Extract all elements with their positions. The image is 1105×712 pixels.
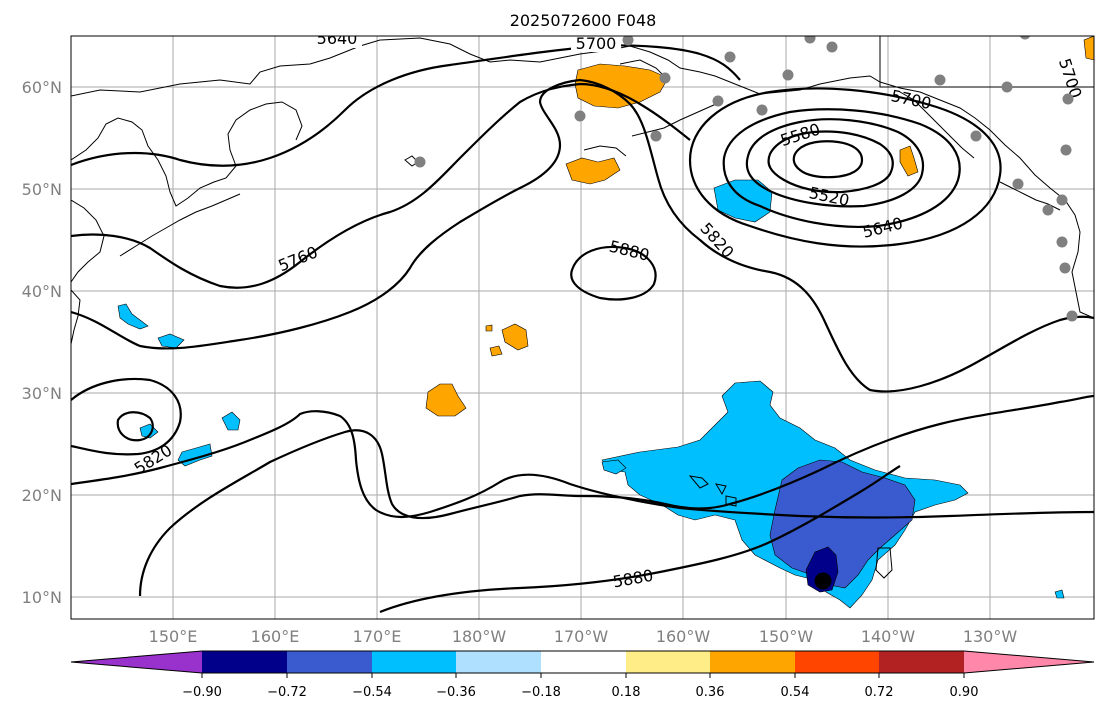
station-marker — [1012, 178, 1024, 190]
lon-label-170w: 170°W — [554, 627, 609, 646]
colorbar-segment-neg-054 — [287, 651, 372, 673]
station-marker — [1062, 93, 1074, 105]
colorbar-segment-neg-018 — [456, 651, 541, 673]
colorbar-segment-neg-036 — [372, 651, 456, 673]
contour-label-5700-top: 5700 — [576, 34, 617, 53]
colorbar-tick-label: −0.36 — [436, 685, 476, 700]
station-marker — [659, 72, 671, 84]
station-markers — [414, 36, 1078, 322]
colorbar: −0.90 −0.72 −0.54 −0.36 −0.18 0.18 0.36 … — [70, 650, 1095, 700]
colorbar-tick-label: 0.90 — [950, 685, 979, 700]
station-marker — [1042, 204, 1054, 216]
station-marker — [1059, 262, 1071, 274]
station-marker — [1001, 81, 1013, 93]
station-marker — [1056, 194, 1068, 206]
lat-label-50n: 50°N — [22, 180, 62, 199]
station-marker — [804, 36, 816, 44]
lat-label-60n: 60°N — [22, 78, 62, 97]
colorbar-tick-label: 0.36 — [696, 685, 725, 700]
station-marker — [574, 110, 586, 122]
colorbar-tick-label: −0.90 — [182, 685, 222, 700]
lon-label-160e: 160°E — [251, 627, 300, 646]
colorbar-segment-pos-036 — [710, 651, 795, 673]
lon-label-180w: 180°W — [452, 627, 507, 646]
station-marker — [782, 69, 794, 81]
colorbar-tick-label: −0.54 — [352, 685, 392, 700]
colorbar-segment-pos-054 — [795, 651, 879, 673]
station-marker — [650, 130, 662, 142]
longitude-labels: 150°E 160°E 170°E 180°W 170°W 160°W 150°… — [149, 627, 1018, 646]
contour-label-5640-top: 5640 — [317, 29, 358, 48]
station-marker — [712, 95, 724, 107]
map-area — [71, 36, 1094, 619]
map-title: 2025072600 F048 — [510, 11, 657, 30]
station-marker — [1019, 36, 1031, 40]
colorbar-segment-neutral — [541, 651, 626, 673]
lon-label-170e: 170°E — [353, 627, 402, 646]
height-contours — [71, 44, 1094, 614]
station-marker — [622, 36, 634, 46]
lon-label-130w: 130°W — [963, 627, 1018, 646]
station-marker — [1056, 236, 1068, 248]
station-marker — [756, 104, 768, 116]
station-marker — [414, 156, 426, 168]
lat-label-20n: 20°N — [22, 486, 62, 505]
colorbar-segment-neg-extend — [71, 651, 202, 673]
colorbar-segment-pos-extend — [964, 651, 1094, 673]
station-marker — [724, 51, 736, 63]
station-marker — [826, 41, 838, 53]
lat-label-10n: 10°N — [22, 588, 62, 607]
storm-center-marker — [814, 572, 832, 590]
station-marker — [1066, 310, 1078, 322]
lat-label-30n: 30°N — [22, 384, 62, 403]
colorbar-tick-label: −0.72 — [267, 685, 307, 700]
latitude-labels: 60°N 50°N 40°N 30°N 20°N 10°N — [22, 78, 62, 607]
colorbar-segment-pos-072 — [879, 651, 964, 673]
lon-label-140w: 140°W — [861, 627, 916, 646]
map-frame — [70, 35, 1095, 620]
lon-label-150e: 150°E — [149, 627, 198, 646]
colorbar-tick-label: 0.18 — [612, 685, 641, 700]
station-marker — [934, 74, 946, 86]
colorbar-tick-label: 0.72 — [865, 685, 894, 700]
colorbar-segment-pos-018 — [626, 651, 710, 673]
colorbar-segment-neg-072 — [202, 651, 287, 673]
lon-label-150w: 150°W — [759, 627, 814, 646]
station-marker — [1060, 144, 1072, 156]
positive-anomaly-shading — [425, 36, 1094, 417]
colorbar-tick-label: 0.54 — [781, 685, 810, 700]
lat-label-40n: 40°N — [22, 282, 62, 301]
station-marker — [970, 130, 982, 142]
lon-label-160w: 160°W — [656, 627, 711, 646]
colorbar-tick-label: −0.18 — [521, 685, 561, 700]
